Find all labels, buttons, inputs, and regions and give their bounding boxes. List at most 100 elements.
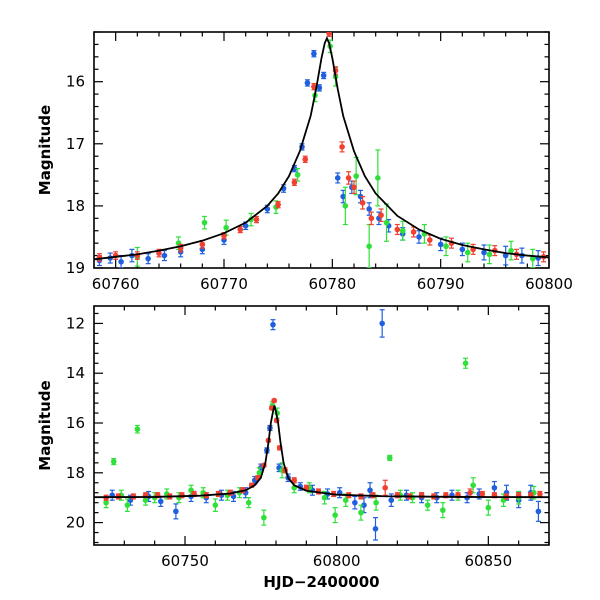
bottom-data-point xyxy=(388,497,395,503)
top-data-point xyxy=(359,199,366,206)
bottom-data-point xyxy=(372,526,379,532)
bottom-series-2 xyxy=(103,397,543,501)
bottom-y-tick-label: 20 xyxy=(66,514,85,532)
bottom-x-axis-label: HJD−2400000 xyxy=(263,573,379,591)
top-data-point xyxy=(311,50,317,57)
bottom-plot-area xyxy=(94,309,549,541)
bottom-data-point xyxy=(361,502,367,508)
top-data-point xyxy=(416,234,422,240)
bottom-data-point xyxy=(270,321,276,328)
bottom-data-point xyxy=(179,492,185,499)
bottom-data-point xyxy=(124,502,131,508)
bottom-x-tick-label: 60850 xyxy=(464,552,512,570)
top-data-point xyxy=(366,243,372,250)
bottom-data-point xyxy=(373,499,379,506)
bottom-data-point xyxy=(491,484,498,491)
bottom-data-point xyxy=(379,320,385,327)
top-data-point xyxy=(340,193,346,200)
top-data-point xyxy=(375,175,381,181)
top-plot-frame xyxy=(93,31,550,269)
bottom-data-point xyxy=(386,455,393,461)
top-data-point xyxy=(320,72,327,79)
bottom-data-point xyxy=(173,508,179,515)
bottom-data-point xyxy=(424,502,431,508)
bottom-data-point xyxy=(479,491,486,497)
top-data-point xyxy=(529,255,536,262)
bottom-data-point xyxy=(261,514,267,521)
bottom-y-tick-label: 16 xyxy=(66,414,85,432)
bottom-x-tick-label: 60750 xyxy=(161,552,209,570)
top-data-point xyxy=(275,201,281,208)
top-data-point xyxy=(304,80,311,86)
top-data-point xyxy=(481,249,487,256)
top-x-tick-label: 60790 xyxy=(417,275,465,293)
bottom-panel: 60750 60800 60850 12 14 16 18 20 Magnitude HJD−24… xyxy=(36,305,550,591)
bottom-data-point xyxy=(535,508,542,515)
top-data-point xyxy=(443,243,449,250)
top-model-curve xyxy=(94,35,549,261)
bottom-data-point xyxy=(382,484,389,491)
top-data-point xyxy=(383,219,390,226)
bottom-data-point xyxy=(358,509,364,516)
top-data-point xyxy=(339,144,345,150)
top-y-axis-label: Magnitude xyxy=(36,105,54,195)
bottom-data-point xyxy=(321,494,328,501)
bottom-data-point xyxy=(332,512,338,518)
top-data-point xyxy=(145,255,151,262)
top-data-point xyxy=(437,241,444,248)
top-data-point xyxy=(223,224,229,231)
bottom-data-point xyxy=(440,507,446,513)
top-data-point xyxy=(294,172,301,178)
top-data-point xyxy=(353,173,359,179)
top-data-point xyxy=(334,175,341,181)
top-data-point xyxy=(368,215,375,222)
bottom-data-point xyxy=(352,499,358,506)
top-y-tick-label: 18 xyxy=(66,197,85,215)
bottom-series-0 xyxy=(109,309,542,541)
top-data-point xyxy=(253,216,260,223)
top-data-point xyxy=(242,222,249,229)
top-data-point xyxy=(399,227,406,234)
top-data-point xyxy=(486,251,493,258)
bottom-data-point xyxy=(212,502,219,508)
top-data-point xyxy=(302,156,309,163)
top-y-tick-label: 16 xyxy=(66,73,85,91)
bottom-data-point xyxy=(462,360,469,367)
top-panel: 60760 60770 60780 60790 60800 16 17 18 19 Magnitu… xyxy=(36,31,573,293)
bottom-data-point xyxy=(134,426,141,433)
top-data-point xyxy=(316,85,323,91)
top-data-point xyxy=(118,258,124,265)
top-y-tick-label: 19 xyxy=(66,259,85,277)
top-data-point xyxy=(410,229,417,235)
top-data-point xyxy=(502,252,509,259)
top-data-point xyxy=(378,212,384,219)
top-data-point xyxy=(342,203,349,209)
bottom-data-point xyxy=(467,489,473,496)
bottom-y-axis-label: Magnitude xyxy=(36,380,54,470)
top-data-point xyxy=(366,206,372,212)
bottom-data-point xyxy=(367,487,373,494)
bottom-data-point xyxy=(157,498,164,505)
bottom-data-point xyxy=(342,497,349,503)
top-series-0 xyxy=(96,50,541,268)
top-data-point xyxy=(199,241,206,248)
top-x-tick-label: 60760 xyxy=(92,275,140,293)
top-data-point xyxy=(237,226,244,233)
top-data-point xyxy=(291,179,298,186)
bottom-data-point xyxy=(245,499,252,506)
top-data-point xyxy=(351,184,357,191)
bottom-data-point xyxy=(110,458,117,465)
top-data-point xyxy=(201,219,208,226)
top-data-point xyxy=(311,83,317,90)
top-data-point xyxy=(345,175,352,181)
top-data-point xyxy=(326,32,332,37)
top-y-tick-label: 17 xyxy=(66,135,85,153)
bottom-x-tick-label: 60800 xyxy=(313,552,361,570)
top-x-tick-label: 60780 xyxy=(308,275,356,293)
top-data-point xyxy=(464,249,471,256)
bottom-data-point xyxy=(485,504,492,511)
top-x-tick-label: 60770 xyxy=(200,275,248,293)
bottom-model-curve xyxy=(94,405,549,499)
bottom-y-tick-label: 14 xyxy=(66,364,85,382)
